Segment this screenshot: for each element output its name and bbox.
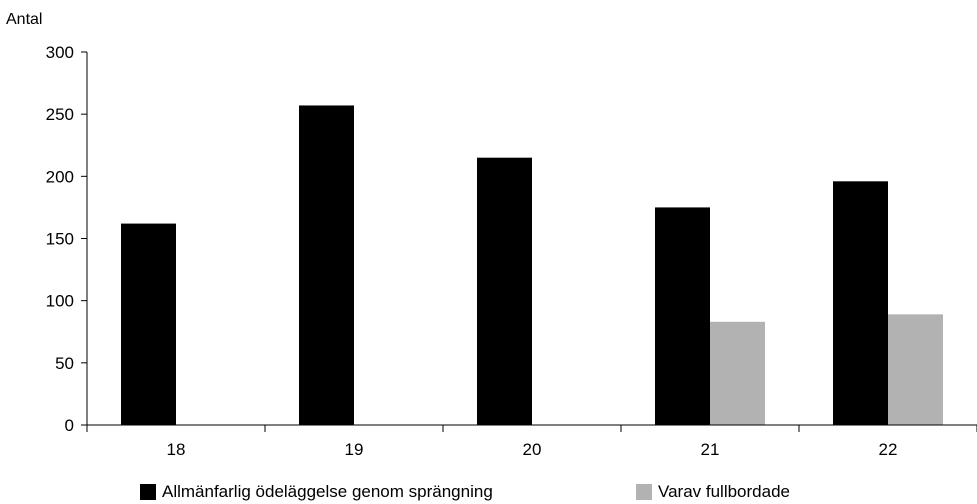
bar-series-1-19 [299,105,354,426]
x-tick-label: 18 [167,440,186,459]
legend: Allmänfarlig ödeläggelse genom sprängnin… [0,482,977,504]
y-tick-label: 150 [46,230,74,249]
bar-series-1-18 [121,223,176,425]
y-tick-label: 300 [46,43,74,62]
legend-label-series-1: Allmänfarlig ödeläggelse genom sprängnin… [162,482,493,501]
y-tick-label: 0 [65,416,74,435]
x-tick-label: 20 [523,440,542,459]
legend-swatch-series-2 [636,484,652,500]
legend-item-series-1: Allmänfarlig ödeläggelse genom sprängnin… [140,482,493,502]
y-axis-unit-label: Antal [6,11,42,28]
bar-series-2-21 [710,321,765,425]
legend-item-series-2: Varav fullbordade [636,482,790,502]
x-tick-label: 19 [345,440,364,459]
y-axis: 0 50 100 150 200 250 300 [46,43,87,435]
y-tick-label: 100 [46,292,74,311]
bars [121,105,943,426]
x-tick-label: 22 [879,440,898,459]
bar-series-1-21 [655,207,710,425]
legend-label-series-2: Varav fullbordade [658,482,790,501]
bar-chart: Antal 0 50 100 150 200 250 300 18 19 20 21 22 [6,11,977,459]
axes-lines [86,52,977,426]
legend-swatch-series-1 [140,484,156,500]
y-tick-label: 250 [46,105,74,124]
bar-series-1-22 [833,181,888,425]
y-tick-label: 50 [55,354,74,373]
y-tick-label: 200 [46,167,74,186]
x-axis: 18 19 20 21 22 [86,425,977,459]
x-tick-label: 21 [701,440,720,459]
bar-series-1-20 [477,157,532,425]
bar-series-2-22 [888,314,943,425]
